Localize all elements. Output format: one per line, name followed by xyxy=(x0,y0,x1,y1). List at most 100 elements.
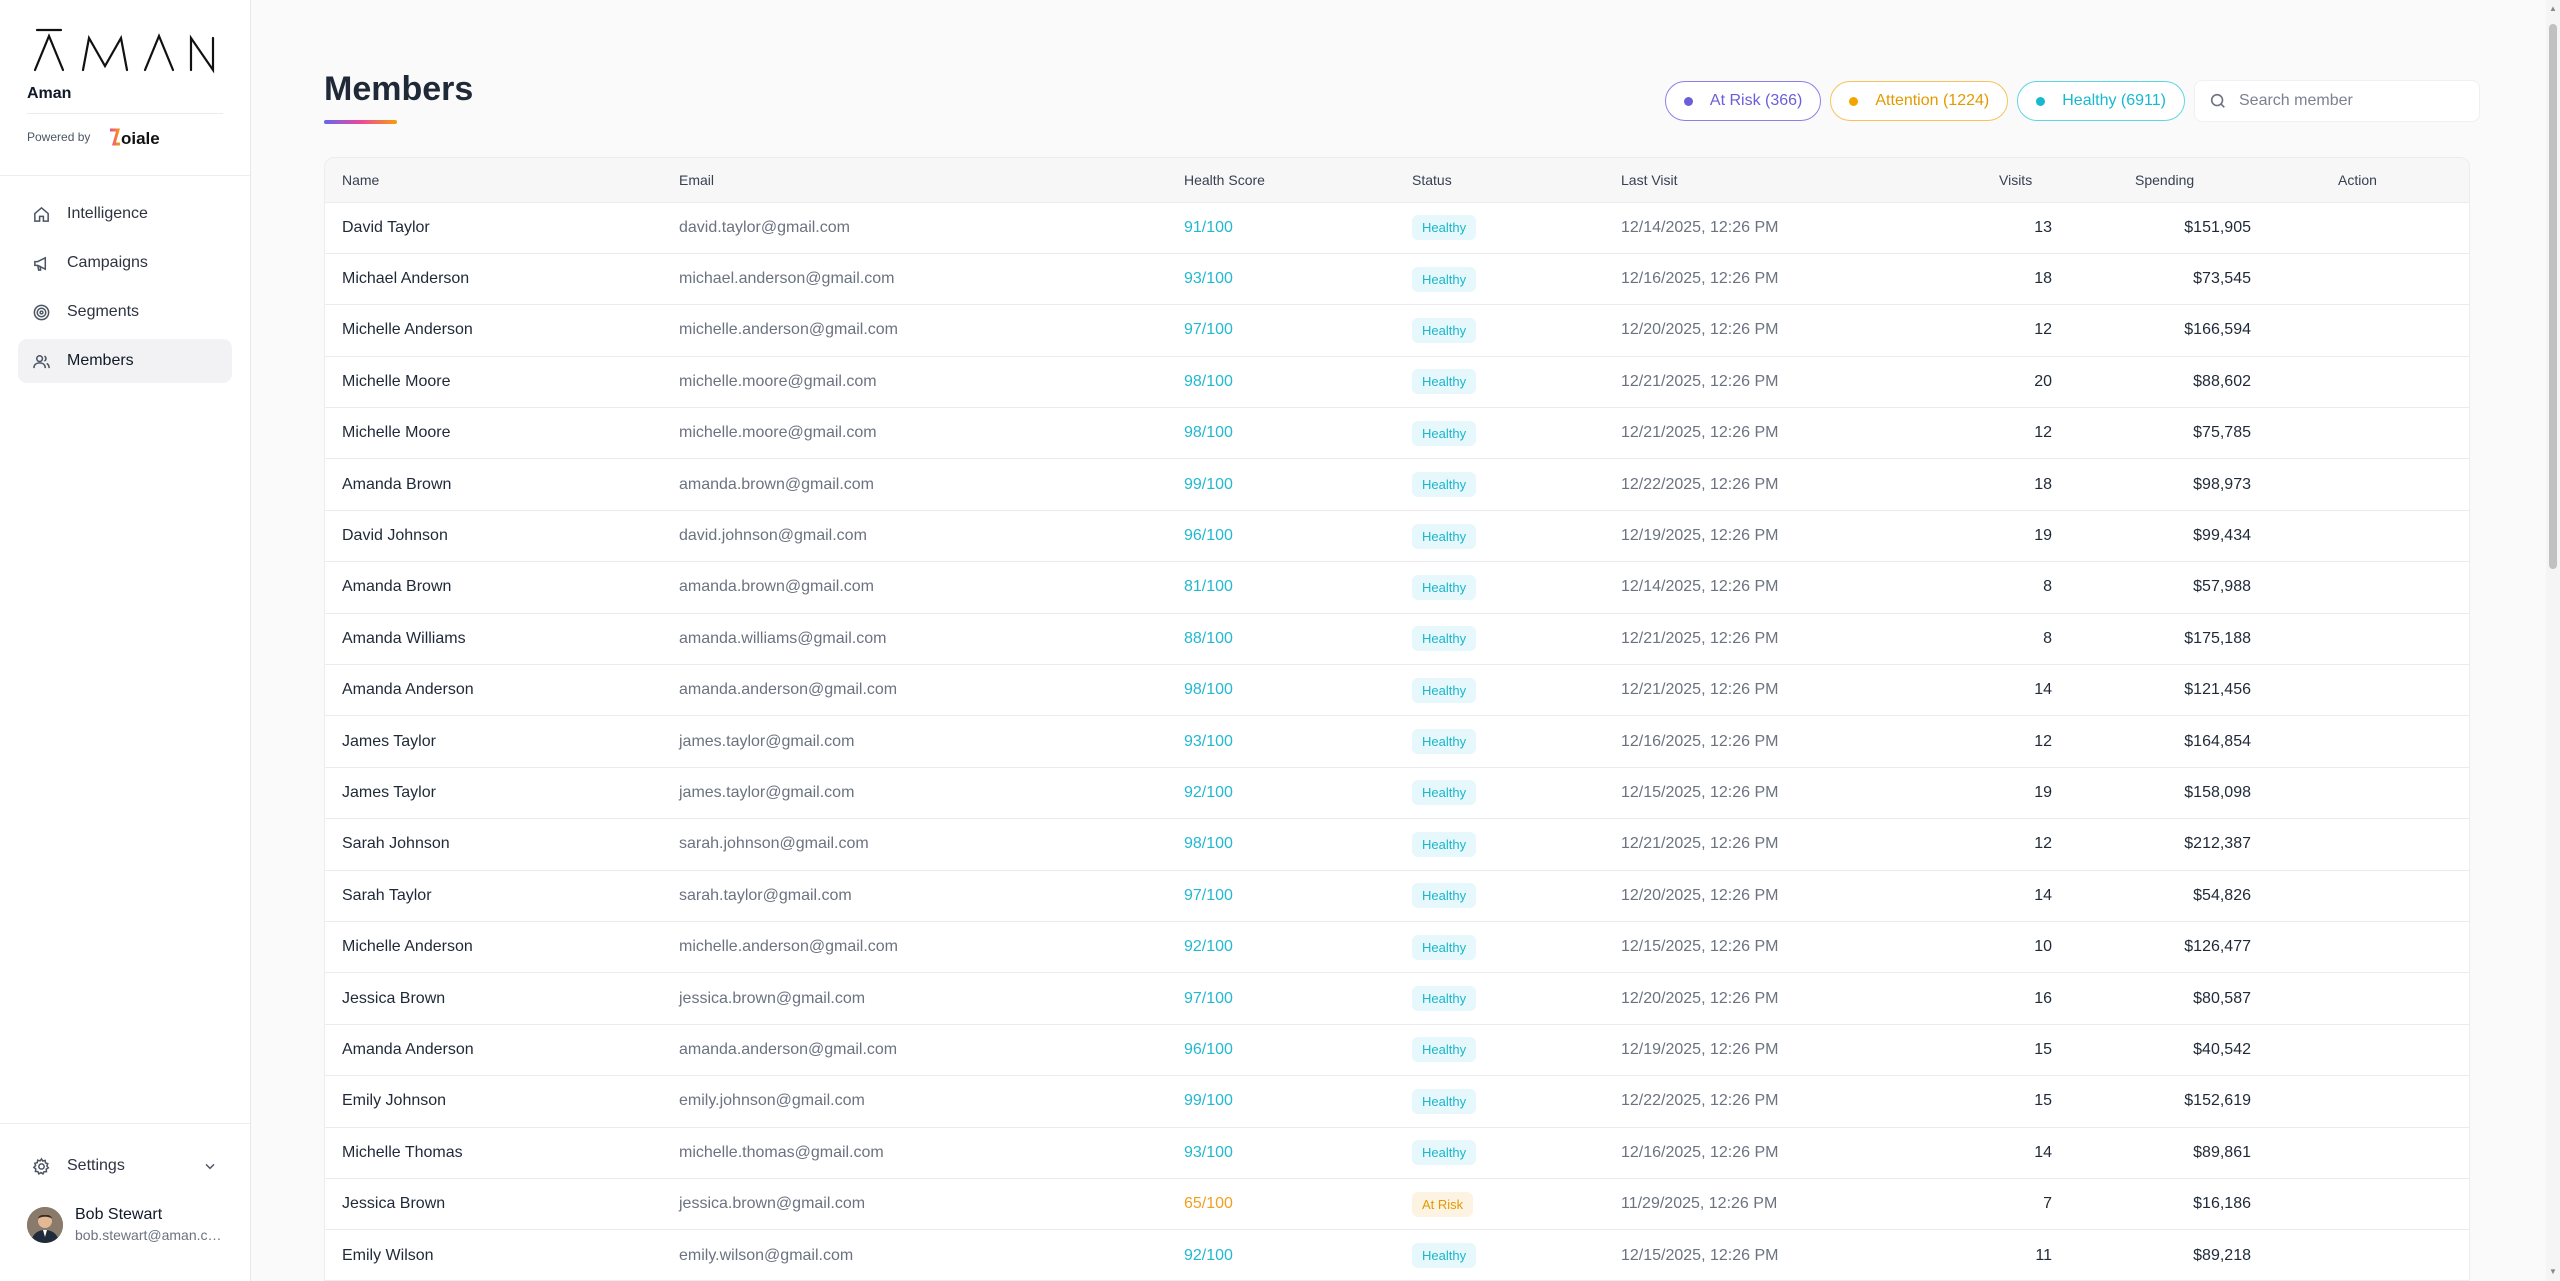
table-row[interactable]: Michael Anderson michael.anderson@gmail.c… xyxy=(325,253,2469,304)
action-cell[interactable] xyxy=(2321,202,2469,253)
action-cell[interactable] xyxy=(2321,356,2469,407)
action-cell[interactable] xyxy=(2321,305,2469,356)
settings-menu[interactable]: Settings xyxy=(18,1144,232,1188)
scrollbar-thumb[interactable] xyxy=(2549,24,2557,569)
action-cell[interactable] xyxy=(2321,613,2469,664)
column-header-last-visit[interactable]: Last Visit xyxy=(1621,171,1678,188)
status-cell: Healthy xyxy=(1395,305,1604,356)
table-row[interactable]: James Taylor james.taylor@gmail.com 93/100… xyxy=(325,715,2469,767)
status-cell: Healthy xyxy=(1395,253,1604,304)
action-cell[interactable] xyxy=(2321,1076,2469,1127)
user-name: Bob Stewart xyxy=(75,1206,163,1223)
table-row[interactable]: Michelle Anderson michelle.anderson@gmail… xyxy=(325,304,2469,356)
column-header-visits[interactable]: Visits xyxy=(1999,171,2033,188)
column-header-health-score[interactable]: Health Score xyxy=(1184,171,1265,188)
table-row[interactable]: Michelle Moore michelle.moore@gmail.com 98… xyxy=(325,356,2469,407)
table-row[interactable]: James Taylor james.taylor@gmail.com 92/100… xyxy=(325,767,2469,818)
status-badge: Healthy xyxy=(1412,1088,1477,1114)
action-cell[interactable] xyxy=(2321,408,2469,459)
column-header-spending[interactable]: Spending xyxy=(2135,171,2195,188)
sidebar-item-campaigns[interactable]: Campaigns xyxy=(18,241,232,285)
action-cell[interactable] xyxy=(2321,870,2469,921)
table-row[interactable]: Emily Johnson emily.johnson@gmail.com 99/1… xyxy=(325,1075,2469,1127)
visit-count: 19 xyxy=(2034,783,2052,801)
action-cell[interactable] xyxy=(2321,716,2469,767)
status-cell: Healthy xyxy=(1395,510,1604,561)
action-cell[interactable] xyxy=(2321,1127,2469,1178)
action-cell[interactable] xyxy=(2321,819,2469,870)
status-badge: Healthy xyxy=(1412,831,1477,857)
last-visit: 11/29/2025, 12:26 PM xyxy=(1621,1195,1778,1213)
action-cell[interactable] xyxy=(2321,767,2469,818)
table-row[interactable]: Michelle Anderson michelle.anderson@gmail… xyxy=(325,921,2469,972)
aman-logo[interactable] xyxy=(33,26,217,74)
filter-attention[interactable]: Attention (1224) xyxy=(1830,81,2009,121)
scroll-up-arrow-icon[interactable]: ▲ xyxy=(2549,4,2557,13)
page-scrollbar[interactable]: ▲ ▼ xyxy=(2546,0,2560,1281)
health-score: 81/100 xyxy=(1184,578,1233,596)
member-name: Amanda Anderson xyxy=(342,681,474,699)
action-cell[interactable] xyxy=(2321,1178,2469,1229)
table-row[interactable]: Jessica Brown jessica.brown@gmail.com 97/1… xyxy=(325,972,2469,1024)
table-row[interactable]: David Johnson david.johnson@gmail.com 96/1… xyxy=(325,510,2469,561)
search-input[interactable] xyxy=(2239,92,2459,110)
column-header-email[interactable]: Email xyxy=(679,171,715,188)
last-visit: 12/14/2025, 12:26 PM xyxy=(1621,218,1779,236)
filter-healthy[interactable]: Healthy (6911) xyxy=(2017,81,2185,121)
health-score: 96/100 xyxy=(1184,527,1233,545)
powered-by-label: Powered by xyxy=(27,130,91,144)
table-row[interactable]: Amanda Brown amanda.brown@gmail.com 81/100… xyxy=(325,561,2469,613)
member-name: Emily Johnson xyxy=(342,1092,447,1110)
column-header-name[interactable]: Name xyxy=(342,171,380,188)
visit-count: 13 xyxy=(2034,218,2052,236)
member-email: sarah.johnson@gmail.com xyxy=(679,835,869,853)
table-row[interactable]: Amanda Williams amanda.williams@gmail.com… xyxy=(325,613,2469,664)
visit-count: 14 xyxy=(2034,886,2052,904)
scroll-down-arrow-icon[interactable]: ▼ xyxy=(2549,1267,2557,1276)
column-header-status[interactable]: Status xyxy=(1412,171,1452,188)
users-icon xyxy=(33,354,50,368)
action-cell[interactable] xyxy=(2321,253,2469,304)
action-cell[interactable] xyxy=(2321,459,2469,510)
sidebar-item-members[interactable]: Members xyxy=(18,339,232,383)
spending: $126,477 xyxy=(2184,938,2251,956)
visit-count: 8 xyxy=(2043,578,2052,596)
table-row[interactable]: Michelle Thomas michelle.thomas@gmail.com… xyxy=(325,1127,2469,1178)
action-cell[interactable] xyxy=(2321,510,2469,561)
health-score: 92/100 xyxy=(1184,783,1233,801)
action-cell[interactable] xyxy=(2321,973,2469,1024)
health-score: 98/100 xyxy=(1184,424,1233,442)
member-email: emily.johnson@gmail.com xyxy=(679,1092,865,1110)
table-row[interactable]: Michelle Moore michelle.moore@gmail.com 98… xyxy=(325,407,2469,459)
filter-bar: At Risk (366) Attention (1224) Healthy (… xyxy=(1664,80,2480,122)
action-cell[interactable] xyxy=(2321,665,2469,716)
chevron-down-icon xyxy=(205,1163,215,1170)
table-row[interactable]: Jessica Brown jessica.brown@gmail.com 65/1… xyxy=(325,1178,2469,1229)
sidebar-item-segments[interactable]: Segments xyxy=(18,290,232,334)
member-email: michelle.anderson@gmail.com xyxy=(679,321,898,339)
table-row[interactable]: Amanda Anderson amanda.anderson@gmail.com… xyxy=(325,664,2469,716)
filter-at-risk[interactable]: At Risk (366) xyxy=(1664,81,1822,121)
column-header-action: Action xyxy=(2338,171,2377,188)
visit-count: 14 xyxy=(2034,681,2052,699)
action-cell[interactable] xyxy=(2321,1230,2469,1280)
action-cell[interactable] xyxy=(2321,921,2469,972)
table-row[interactable]: Amanda Anderson amanda.anderson@gmail.com… xyxy=(325,1024,2469,1075)
table-row[interactable]: Sarah Johnson sarah.johnson@gmail.com 98/1… xyxy=(325,818,2469,870)
filter-label: Attention (1224) xyxy=(1875,92,1990,109)
table-row[interactable]: Emily Wilson emily.wilson@gmail.com 92/100… xyxy=(325,1229,2469,1280)
action-cell[interactable] xyxy=(2321,1024,2469,1075)
sidebar-item-label: Members xyxy=(67,352,134,369)
table-row[interactable]: Amanda Brown amanda.brown@gmail.com 99/100… xyxy=(325,458,2469,510)
visit-count: 18 xyxy=(2034,475,2052,493)
sidebar-item-intelligence[interactable]: Intelligence xyxy=(18,192,232,236)
health-score: 98/100 xyxy=(1184,835,1233,853)
last-visit: 12/21/2025, 12:26 PM xyxy=(1621,372,1779,390)
visit-count: 12 xyxy=(2034,321,2052,339)
visit-count: 11 xyxy=(2035,1246,2052,1264)
table-row[interactable]: David Taylor david.taylor@gmail.com 91/100… xyxy=(325,202,2469,253)
last-visit: 12/21/2025, 12:26 PM xyxy=(1621,424,1779,442)
user-profile[interactable]: Bob Stewart bob.stewart@aman.com xyxy=(27,1206,250,1243)
action-cell[interactable] xyxy=(2321,562,2469,613)
table-row[interactable]: Sarah Taylor sarah.taylor@gmail.com 97/100… xyxy=(325,870,2469,921)
